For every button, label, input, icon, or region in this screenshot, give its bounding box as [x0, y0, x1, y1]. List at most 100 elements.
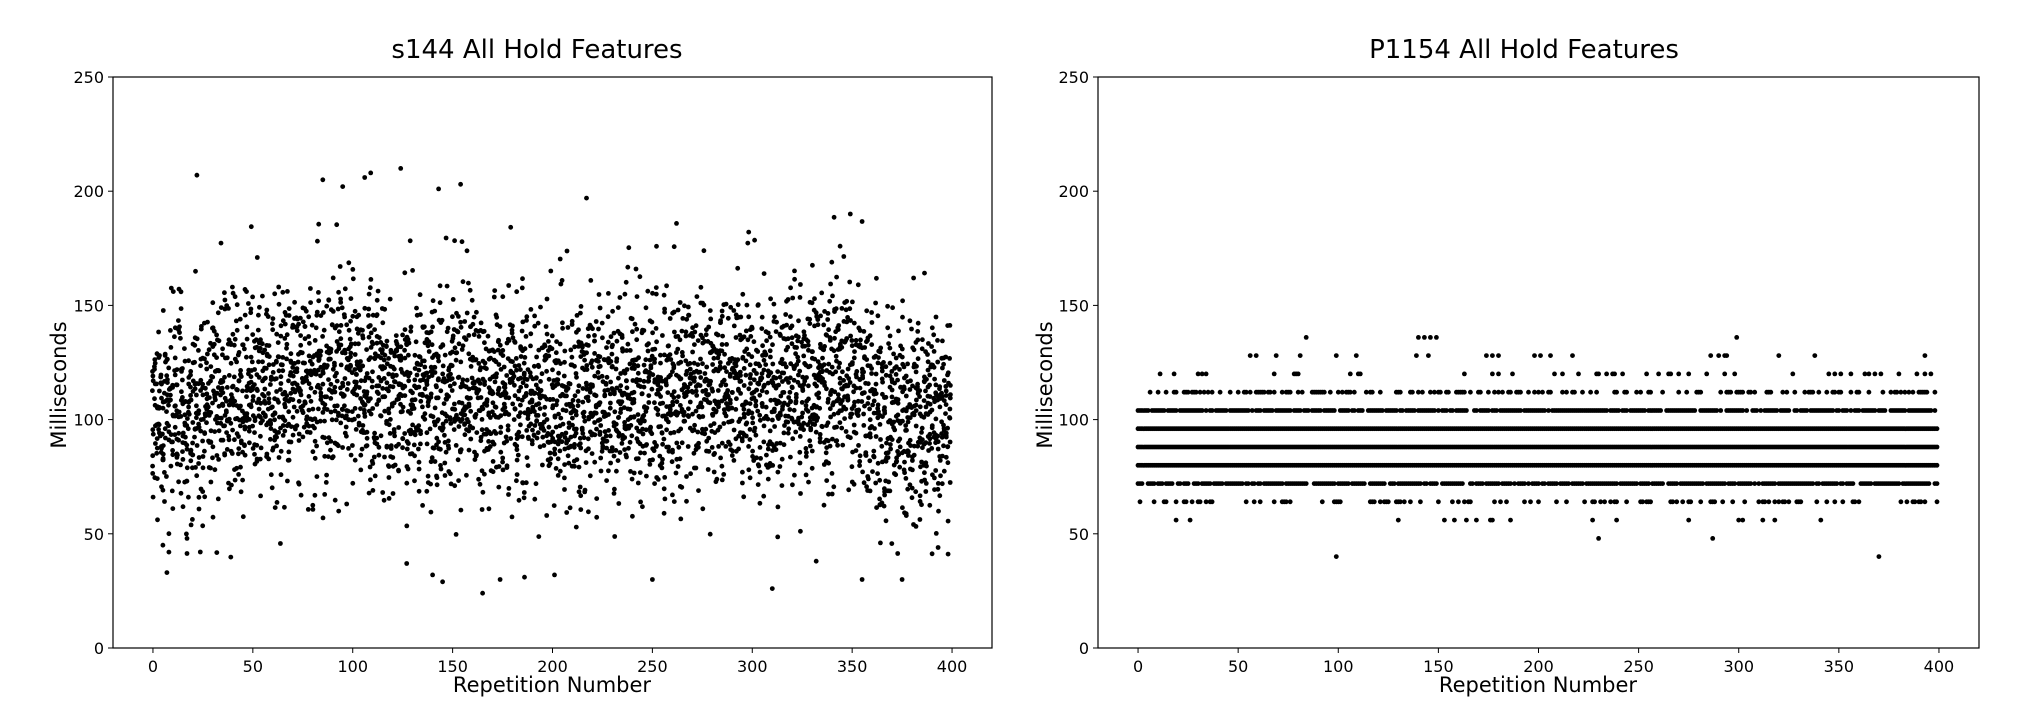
data-point — [785, 336, 791, 342]
data-point — [695, 362, 701, 367]
data-point — [1856, 499, 1862, 505]
data-point — [880, 414, 885, 419]
data-point — [442, 473, 448, 478]
data-point — [861, 480, 867, 486]
data-point — [1381, 481, 1387, 486]
data-point — [196, 381, 202, 387]
data-point — [681, 409, 687, 415]
data-point — [604, 438, 610, 444]
data-point — [598, 423, 604, 428]
data-point — [359, 446, 365, 452]
data-point — [825, 420, 831, 426]
data-point — [250, 446, 256, 451]
data-point — [627, 406, 633, 412]
data-point — [869, 310, 874, 315]
data-point — [302, 324, 308, 329]
data-point — [847, 211, 853, 217]
data-point — [807, 363, 813, 369]
data-point — [900, 314, 905, 320]
data-point — [821, 347, 827, 353]
data-point — [290, 414, 296, 420]
data-point — [306, 353, 312, 359]
data-point — [867, 458, 873, 464]
data-point — [700, 414, 706, 419]
scatter-points — [1135, 335, 1940, 559]
data-point — [486, 439, 491, 444]
data-point — [883, 372, 889, 378]
data-point — [678, 516, 684, 522]
data-point — [655, 382, 661, 388]
data-point — [338, 336, 344, 342]
data-point — [194, 403, 199, 409]
data-point — [747, 437, 753, 442]
data-point — [367, 323, 373, 328]
data-point — [244, 336, 250, 342]
data-point — [412, 377, 418, 383]
data-point — [627, 439, 633, 445]
data-point — [294, 369, 300, 375]
data-point — [538, 304, 543, 310]
data-point — [629, 476, 635, 482]
data-point — [1614, 517, 1619, 523]
data-point — [616, 501, 622, 506]
data-point — [601, 357, 607, 362]
data-point — [848, 333, 853, 339]
data-point — [518, 354, 524, 359]
data-point — [933, 382, 939, 388]
data-point — [160, 431, 165, 437]
data-point — [551, 503, 557, 508]
data-point — [232, 336, 238, 342]
data-point — [213, 397, 218, 403]
data-point — [226, 373, 232, 378]
data-point — [412, 453, 417, 459]
data-point — [381, 394, 387, 400]
data-point — [513, 356, 519, 361]
data-point — [346, 417, 351, 423]
data-point — [913, 489, 919, 495]
data-point — [282, 428, 288, 434]
data-point — [508, 436, 514, 441]
data-point — [352, 367, 358, 372]
data-point — [390, 455, 396, 460]
data-point — [905, 361, 910, 367]
data-point — [1772, 499, 1778, 505]
data-point — [1303, 481, 1309, 486]
data-point — [418, 428, 423, 434]
data-point — [741, 411, 747, 417]
data-point — [528, 307, 534, 312]
data-point — [429, 342, 435, 348]
data-point — [208, 428, 214, 434]
data-point — [286, 378, 291, 384]
data-point — [396, 467, 401, 473]
data-point — [560, 421, 566, 427]
data-point — [672, 329, 677, 335]
data-point — [506, 283, 512, 288]
data-point — [1762, 499, 1768, 505]
data-point — [473, 412, 479, 417]
data-point — [354, 379, 359, 385]
data-point — [675, 307, 681, 313]
data-point — [244, 394, 249, 400]
data-point — [661, 486, 667, 492]
data-point — [166, 365, 172, 371]
data-point — [396, 425, 402, 430]
data-point — [576, 344, 581, 349]
data-point — [555, 381, 561, 387]
data-point — [270, 316, 276, 321]
data-point — [256, 396, 262, 402]
data-point — [1732, 481, 1738, 486]
data-point — [664, 283, 669, 289]
data-point — [521, 360, 527, 366]
data-point — [903, 423, 909, 428]
data-point — [849, 338, 855, 343]
data-point — [599, 320, 605, 326]
data-point — [618, 371, 624, 376]
data-point — [435, 395, 441, 401]
data-point — [512, 363, 518, 369]
data-point — [162, 426, 168, 432]
data-point — [248, 224, 254, 230]
data-point — [216, 428, 222, 434]
data-point — [792, 276, 797, 282]
data-point — [622, 447, 627, 452]
data-point — [829, 364, 835, 370]
